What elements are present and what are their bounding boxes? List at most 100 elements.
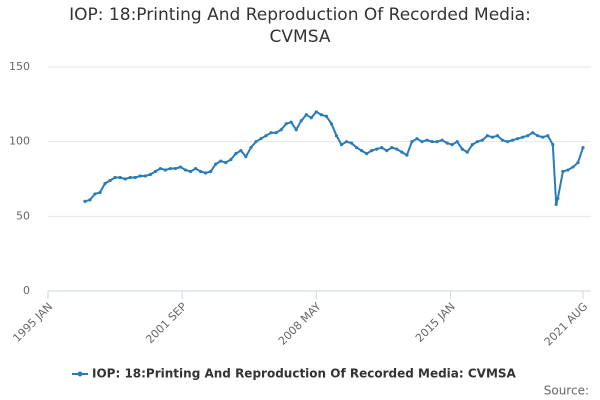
data-point (571, 165, 575, 169)
data-point (173, 166, 178, 171)
data-point (249, 146, 253, 150)
data-point (360, 149, 364, 153)
data-point (526, 134, 530, 138)
data-point (405, 153, 409, 157)
data-point (521, 135, 525, 139)
data-line (84, 110, 584, 205)
data-point (118, 175, 122, 180)
data-point (490, 135, 495, 139)
data-point (138, 174, 142, 178)
data-point (475, 140, 479, 144)
y-tick-label: 150 (9, 60, 30, 73)
data-point (581, 146, 585, 150)
x-tick-label: 1995 JAN (10, 300, 55, 345)
data-point (365, 152, 369, 156)
data-point (505, 140, 510, 144)
data-point (153, 169, 157, 174)
data-point (244, 155, 248, 159)
data-point (239, 149, 243, 153)
data-point (279, 128, 283, 132)
data-point (259, 137, 263, 141)
data-point (334, 134, 339, 138)
data-point (148, 172, 152, 177)
data-point (304, 113, 308, 117)
source: Source: (544, 384, 589, 398)
data-point (209, 169, 213, 174)
chart-title: IOP: 18:Printing And Reproduction Of Rec… (69, 5, 531, 47)
data-point (480, 138, 484, 142)
data-point (420, 140, 424, 144)
data-point (204, 171, 208, 175)
x-tick-label: 2008 MAY (276, 300, 324, 348)
legend-label[interactable]: IOP: 18:Printing And Reproduction Of Rec… (92, 367, 517, 381)
data-point (88, 198, 92, 202)
data-point (183, 168, 188, 172)
data-point (339, 143, 344, 147)
data-point (319, 113, 323, 117)
data-point (158, 166, 162, 171)
data-point (289, 120, 293, 124)
data-point (294, 128, 298, 132)
data-point (254, 140, 258, 144)
data-point (178, 165, 183, 169)
data-point (460, 147, 464, 151)
data-point (108, 178, 112, 183)
data-point (168, 166, 173, 171)
data-point (546, 134, 550, 138)
data-point (455, 140, 459, 144)
data-point (430, 140, 434, 144)
data-point (274, 131, 278, 135)
data-point (375, 147, 379, 151)
x-tick-label: 2015 JAN (413, 300, 458, 345)
data-point (370, 149, 374, 153)
data-point (344, 140, 349, 144)
data-point (224, 160, 228, 165)
data-point (470, 143, 474, 147)
data-point (123, 177, 127, 181)
data-point (425, 138, 429, 142)
data-point (188, 169, 193, 174)
data-point (229, 157, 233, 162)
x-tick-label: 2001 SEP (143, 300, 189, 346)
data-point (566, 168, 570, 172)
data-point (415, 137, 419, 141)
x-tick-label: 2021 AUG (542, 300, 591, 349)
data-point (390, 146, 394, 150)
data-point (531, 131, 535, 135)
y-tick-label: 0 (23, 284, 30, 297)
data-point (515, 137, 520, 141)
data-point (576, 160, 580, 165)
data-point (551, 143, 555, 147)
y-tick-label: 50 (16, 209, 30, 222)
data-point (214, 162, 218, 166)
data-point (500, 138, 505, 142)
data-point (219, 159, 223, 163)
data-point (163, 168, 167, 172)
data-point (349, 141, 354, 145)
data-point (400, 150, 404, 154)
data-point (264, 134, 268, 138)
data-point (234, 152, 238, 156)
data-point (193, 166, 198, 171)
data-point (385, 149, 389, 153)
data-point (450, 143, 454, 147)
data-point (83, 199, 87, 203)
data-point (199, 169, 203, 174)
data-point (133, 175, 137, 180)
data-point (314, 110, 318, 114)
data-point (440, 138, 444, 142)
data-point (284, 122, 288, 126)
data-point (309, 116, 313, 120)
data-point (299, 119, 303, 123)
data-point (93, 192, 97, 196)
data-point (510, 138, 515, 142)
data-point (554, 202, 558, 206)
data-point (354, 146, 359, 150)
legend-marker (77, 371, 83, 377)
data-point (485, 134, 490, 138)
data-point (435, 140, 439, 144)
data-point (561, 169, 565, 174)
data-point (269, 131, 273, 135)
data-point (445, 141, 449, 145)
